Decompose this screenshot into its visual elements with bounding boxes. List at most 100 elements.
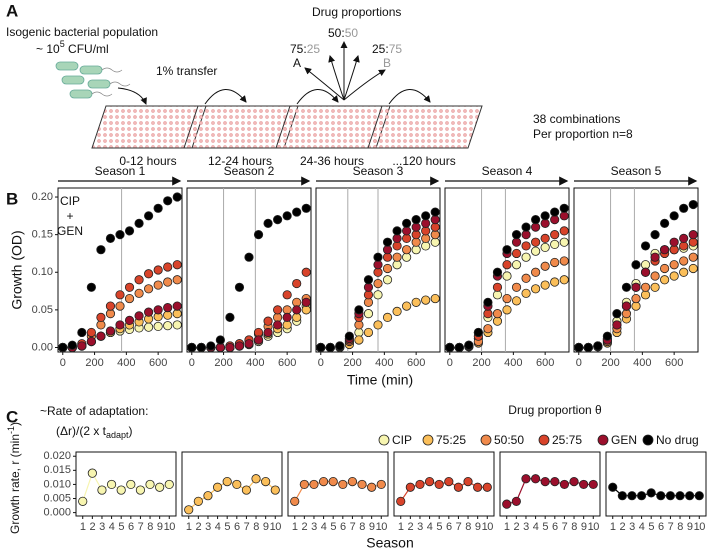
- y-tick-label: 0.00: [32, 341, 53, 353]
- data-point: [153, 305, 163, 315]
- series-line: [188, 478, 276, 511]
- panel-letter: A: [6, 1, 18, 20]
- annotation: GEN: [57, 224, 83, 238]
- data-point: [583, 342, 593, 353]
- x-tick-label: 9: [369, 521, 375, 533]
- data-point: [144, 284, 154, 294]
- data-point: [665, 491, 676, 501]
- data-point: [325, 342, 335, 353]
- bacteria: [55, 61, 131, 99]
- panel-c: C ~Rate of adaptation: (Δr)/(2 x tadapt) D…: [6, 403, 707, 551]
- data-point: [354, 335, 364, 345]
- data-point: [134, 275, 144, 285]
- data-point: [463, 477, 473, 487]
- x-tick-label: 4: [109, 521, 115, 533]
- mid-proportion: 50:50: [328, 26, 358, 40]
- data-point: [215, 335, 225, 345]
- data-point: [631, 293, 641, 304]
- data-point: [430, 293, 440, 304]
- x-tick-label: 1: [398, 521, 404, 533]
- x-tick-label: 4: [215, 521, 221, 533]
- density-label: ~ 105 CFU/ml: [36, 39, 109, 56]
- data-point: [86, 327, 96, 338]
- data-point: [502, 245, 512, 255]
- data-point: [382, 263, 393, 274]
- data-point: [411, 297, 421, 307]
- data-point: [540, 242, 550, 253]
- data-point: [511, 282, 522, 292]
- data-point: [392, 226, 402, 236]
- x-tick-label: 6: [552, 521, 558, 533]
- data-point: [531, 214, 541, 225]
- data-point: [184, 505, 194, 515]
- data-point: [347, 477, 358, 487]
- data-point: [559, 203, 569, 213]
- y-label-part: ): [8, 422, 22, 426]
- data-point: [144, 307, 154, 317]
- y-axis-label: Growth rate, r (min-1): [6, 422, 22, 534]
- data-point: [492, 309, 503, 319]
- x-tick-label: 2: [302, 521, 308, 533]
- data-point: [212, 482, 223, 492]
- x-tick-label: 5: [542, 521, 548, 533]
- data-point: [105, 301, 116, 311]
- data-point: [301, 267, 311, 277]
- data-point: [574, 342, 584, 353]
- data-point: [612, 309, 622, 319]
- data-point: [196, 342, 206, 353]
- data-point: [282, 211, 292, 221]
- data-point: [569, 477, 579, 487]
- data-point: [273, 214, 283, 225]
- data-point: [688, 199, 698, 210]
- data-point: [115, 290, 125, 300]
- data-point: [550, 257, 560, 268]
- series-line: [612, 486, 700, 497]
- formula-part: adapt: [106, 430, 129, 440]
- data-point: [328, 477, 338, 487]
- data-point: [656, 491, 666, 501]
- data-point: [511, 230, 522, 240]
- data-point: [134, 311, 144, 321]
- data-point: [354, 305, 364, 315]
- data-point: [376, 479, 386, 490]
- data-point: [163, 303, 173, 313]
- y-label-part: Growth rate, r (min: [8, 434, 22, 534]
- data-point: [679, 267, 689, 277]
- data-point: [521, 252, 531, 262]
- data-point: [263, 327, 273, 338]
- x-tick-label: 600: [149, 357, 167, 369]
- data-point: [424, 477, 435, 487]
- data-point: [540, 261, 550, 271]
- drug-title: Drug proportions: [312, 5, 401, 19]
- data-point: [531, 246, 541, 256]
- x-tick-label: 8: [571, 521, 577, 533]
- b-proportion: 25:75: [372, 42, 402, 56]
- data-point: [124, 226, 135, 236]
- data-point: [172, 301, 182, 311]
- data-point: [511, 296, 522, 306]
- data-point: [163, 321, 173, 331]
- data-point: [602, 331, 612, 341]
- data-point: [640, 267, 651, 277]
- data-point: [444, 477, 454, 487]
- x-tick-label: 600: [407, 357, 425, 369]
- data-point: [187, 342, 197, 353]
- data-point: [502, 293, 512, 304]
- data-point: [588, 479, 598, 490]
- panel-b: B Season 1 0 200 400 600 0.00 0.05 0.10 0.15 0.20…: [6, 164, 699, 388]
- data-point: [521, 474, 531, 484]
- data-point: [550, 477, 560, 487]
- data-point: [241, 485, 252, 495]
- data-point: [669, 211, 679, 221]
- facet-title: Season 4: [482, 164, 533, 178]
- data-point: [67, 340, 77, 350]
- data-point: [392, 306, 402, 316]
- data-point: [483, 324, 493, 334]
- data-point: [382, 237, 393, 247]
- data-point: [660, 275, 670, 285]
- data-point: [206, 341, 216, 351]
- data-point: [124, 293, 135, 304]
- data-point: [530, 474, 541, 484]
- data-point: [511, 260, 522, 270]
